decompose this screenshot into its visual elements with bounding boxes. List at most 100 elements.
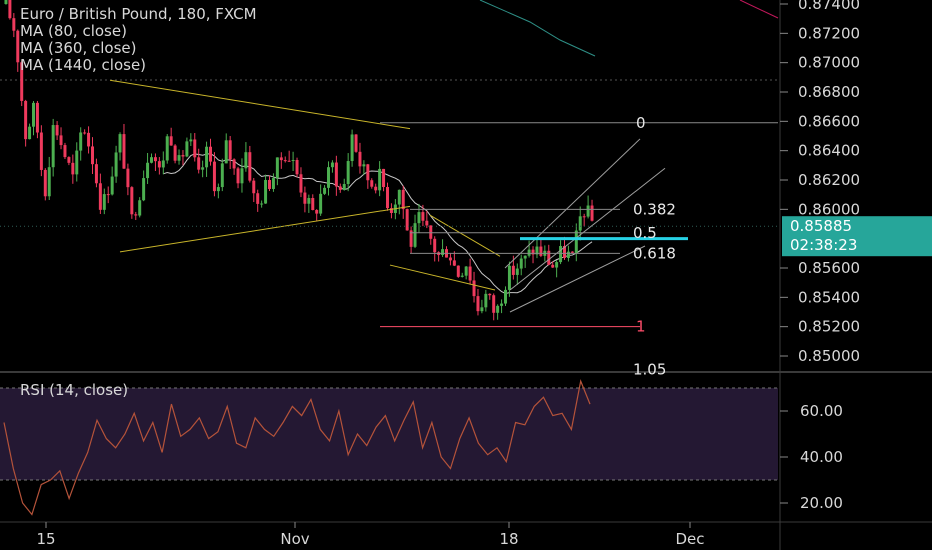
candle-body <box>224 140 228 164</box>
fib-level-label: 0.5 <box>633 224 657 242</box>
candle-body <box>409 230 413 247</box>
candle-body <box>464 266 468 276</box>
candle-body <box>283 160 287 162</box>
candle-body <box>515 268 519 275</box>
candle-body <box>4 0 8 4</box>
rsi-line <box>3 378 591 516</box>
candle-body <box>551 264 555 268</box>
fib-level-label: 0.618 <box>633 244 676 262</box>
candle-body <box>59 135 63 146</box>
candle-body <box>197 157 201 170</box>
candle-body <box>51 125 55 168</box>
candle-body <box>539 246 543 256</box>
candle-body <box>417 212 421 224</box>
candle-body <box>492 295 496 313</box>
candle-body <box>370 180 374 187</box>
channel-mid-line <box>509 167 666 291</box>
candle-body <box>401 189 405 210</box>
price-tick-label: 0.85400 <box>798 288 860 306</box>
wedge-upper-trendline <box>429 214 501 257</box>
candle-body <box>531 249 535 255</box>
candle-body <box>134 214 138 216</box>
candle-body <box>287 160 291 162</box>
candle-body <box>578 216 582 231</box>
price-tick-label: 0.86400 <box>798 142 860 160</box>
wedge-lower-trendline <box>389 264 496 291</box>
candle-body <box>260 203 264 205</box>
candle-body <box>63 145 67 158</box>
candle-body <box>212 161 216 192</box>
candle-body <box>527 249 531 256</box>
candle-body <box>311 198 315 211</box>
candle-body <box>389 208 393 213</box>
candle-body <box>232 159 236 169</box>
candle-body <box>476 296 480 312</box>
candle-body <box>433 238 437 253</box>
candle-body <box>20 62 24 101</box>
channel-lower-line <box>509 245 646 313</box>
candle-body <box>189 139 193 142</box>
candle-body <box>205 146 209 168</box>
candle-body <box>8 0 12 19</box>
ma-80-legend: MA (80, close) <box>20 22 127 40</box>
price-tick-label: 0.86000 <box>798 200 860 218</box>
candle-body <box>374 186 378 191</box>
candle-body <box>590 205 594 221</box>
candle-body <box>566 251 570 258</box>
candle-body <box>236 168 240 184</box>
candle-body <box>35 102 39 133</box>
candle-body <box>350 134 354 162</box>
candle-body <box>295 159 299 175</box>
last-price-badge <box>782 216 932 257</box>
candle-body <box>315 210 319 214</box>
candle-body <box>24 100 28 140</box>
candle-body <box>83 132 87 134</box>
candle-body <box>472 280 476 297</box>
candle-body <box>248 152 252 181</box>
time-tick-label: Nov <box>280 530 309 548</box>
candle-body <box>16 30 20 63</box>
candle-body <box>338 186 342 190</box>
rsi-tick-label: 20.00 <box>800 494 843 512</box>
candle-body <box>334 162 338 187</box>
candle-body <box>256 193 260 204</box>
price-tick-label: 0.85000 <box>798 347 860 365</box>
candle-body <box>94 164 98 184</box>
candle-body <box>165 136 169 161</box>
candle-body <box>452 260 456 266</box>
price-tick-label: 0.86600 <box>798 112 860 130</box>
fib-level-label: 0.382 <box>633 200 676 218</box>
candle-body <box>563 246 566 258</box>
candle-body <box>405 209 409 231</box>
candle-body <box>79 132 83 151</box>
time-tick-label: 18 <box>499 530 518 548</box>
candle-body <box>122 134 126 169</box>
candle-body <box>67 157 71 163</box>
price-tick-label: 0.87200 <box>798 24 860 42</box>
candle-body <box>386 187 389 209</box>
candle-body <box>488 293 492 296</box>
rsi-tick-label: 60.00 <box>800 402 843 420</box>
candle-body <box>39 132 43 170</box>
candle-body <box>523 255 527 259</box>
ma-1440-line <box>739 0 779 19</box>
candle-body <box>421 212 425 221</box>
candle-body <box>28 126 32 140</box>
candle-body <box>582 216 586 218</box>
candle-body <box>323 187 327 194</box>
candle-body <box>346 161 350 185</box>
candle-body <box>268 179 271 189</box>
candle-body <box>496 305 500 313</box>
candle-body <box>146 162 150 179</box>
candle-body <box>500 303 504 306</box>
candle-body <box>142 178 146 201</box>
price-tick-label: 0.85200 <box>798 318 860 336</box>
candle-body <box>535 246 539 255</box>
candle-body <box>228 140 232 160</box>
candle-body <box>519 258 523 269</box>
candle-body <box>574 230 578 253</box>
candle-body <box>240 168 244 184</box>
price-tick-label: 0.85600 <box>798 259 860 277</box>
candle-body <box>307 198 311 204</box>
